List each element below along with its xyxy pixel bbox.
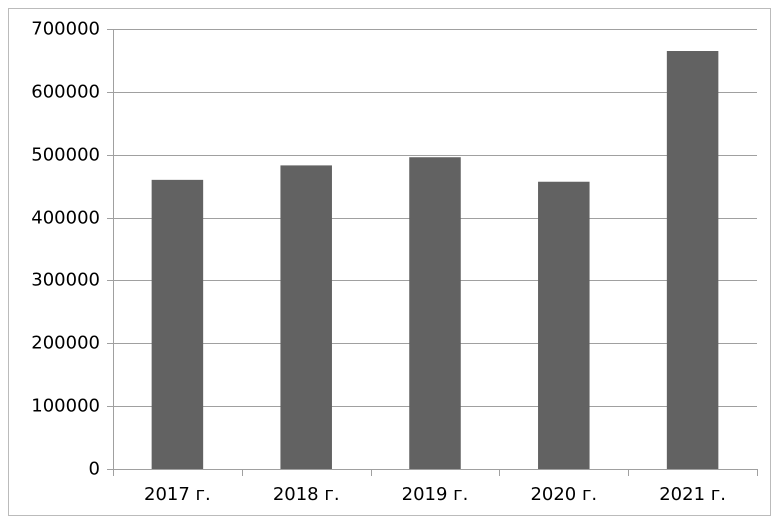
bar (409, 157, 461, 469)
y-tick-label: 0 (89, 459, 100, 480)
y-tick-label: 600000 (31, 82, 100, 103)
x-tick-label: 2020 г. (530, 484, 597, 505)
y-tick-label: 100000 (31, 396, 100, 417)
bar (666, 51, 719, 469)
y-tick-label: 200000 (31, 333, 100, 354)
x-tick-label: 2017 г. (144, 484, 211, 505)
y-tick-label: 500000 (31, 145, 100, 166)
x-tick-label: 2021 г. (659, 484, 726, 505)
bar (280, 165, 332, 469)
y-tick-label: 700000 (31, 19, 100, 40)
chart-border (8, 8, 771, 516)
y-tick-label: 400000 (31, 208, 100, 229)
bar (538, 181, 590, 469)
y-tick-label: 300000 (31, 270, 100, 291)
bar (151, 179, 204, 469)
x-tick-label: 2018 г. (273, 484, 340, 505)
x-tick-label: 2019 г. (402, 484, 469, 505)
